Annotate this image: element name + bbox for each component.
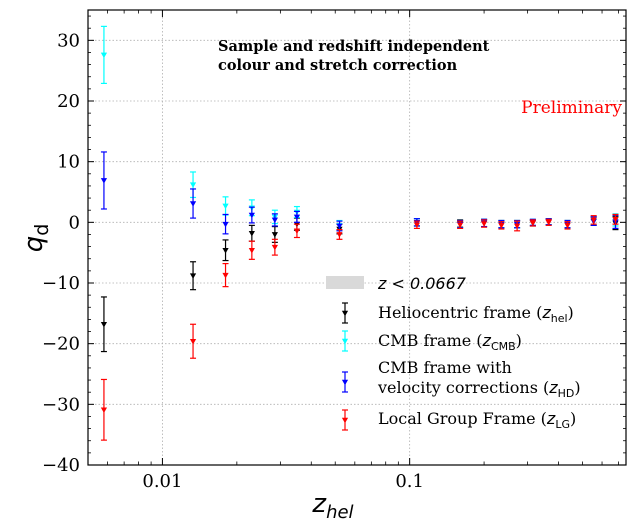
legend-label: Heliocentric frame (zhel) (378, 303, 574, 325)
data-point-3 (100, 407, 108, 414)
data-point-3 (413, 222, 421, 228)
legend-marker (341, 379, 349, 386)
data-point-3 (564, 223, 571, 229)
legend-series-items: Heliocentric frame (zhel) CMB frame (zCMB… (341, 302, 581, 431)
legend-marker (341, 310, 349, 317)
legend-label: CMB frame (zCMB) (378, 331, 522, 353)
data-point-3 (529, 220, 536, 227)
legend-label: Local Group Frame (zLG) (378, 409, 576, 431)
chart-title: Sample and redshift independent (218, 38, 490, 55)
data-point-2 (222, 221, 229, 228)
preliminary-annotation: Preliminary (521, 98, 622, 118)
data-point-3 (480, 221, 488, 227)
y-tick-label: 10 (57, 152, 80, 173)
legend-marker (341, 338, 349, 345)
y-axis-label-sub: d (31, 224, 53, 236)
data-point-2 (189, 201, 197, 207)
legend-shaded-region-swatch (326, 276, 364, 289)
plot-frame (87, 9, 627, 466)
tick-layer: 30 20 10 0 −10 −20 −30 −40 0.01 0.1 (42, 10, 626, 492)
data-point-3 (248, 247, 255, 254)
y-tick-label: 20 (57, 91, 80, 112)
data-point-3 (189, 338, 197, 345)
y-tick-label: −10 (42, 273, 80, 294)
data-point-0 (222, 247, 229, 254)
y-axis-label: qd (19, 224, 53, 253)
data-point-1 (189, 182, 197, 188)
legend-marker (341, 417, 349, 424)
x-axis-label-main: z (311, 489, 327, 519)
data-point-3 (271, 244, 278, 251)
y-axis-label-main: q (19, 236, 49, 253)
data-point-2 (100, 178, 108, 184)
data-point-2 (271, 217, 278, 224)
data-point-0 (100, 321, 108, 328)
x-axis-label: zhel (311, 489, 353, 523)
x-axis-label-sub: hel (326, 502, 353, 523)
data-point-3 (457, 222, 464, 228)
data-point-3 (336, 232, 343, 238)
y-tick-label: −30 (42, 394, 80, 415)
data-point-0 (189, 273, 197, 279)
data-point-3 (590, 217, 597, 224)
data-point-0 (271, 232, 278, 238)
y-tick-label: −40 (42, 455, 80, 476)
x-tick-label: 0.1 (395, 471, 424, 492)
legend-label: velocity corrections (zHD) (377, 378, 581, 400)
data-point-2 (336, 223, 343, 230)
y-tick-label: 30 (57, 30, 80, 51)
data-point-3 (612, 217, 619, 223)
chart-subtitle: colour and stretch correction (218, 57, 458, 74)
data-layer (100, 25, 619, 441)
x-tick-label: 0.01 (142, 471, 182, 492)
data-point-1 (222, 203, 229, 210)
legend-label: CMB frame with (378, 358, 512, 377)
data-point-3 (513, 223, 521, 230)
y-tick-label: 0 (69, 212, 80, 233)
data-point-3 (498, 223, 505, 229)
legend: z < 0.0667 Heliocentric frame (zhel) CMB … (326, 274, 581, 431)
data-point-2 (293, 214, 301, 221)
data-point-2 (248, 212, 255, 219)
data-point-3 (293, 228, 301, 235)
data-point-1 (100, 52, 108, 59)
data-point-3 (545, 220, 552, 226)
data-point-0 (248, 230, 255, 237)
legend-shaded-region-label: z < 0.0667 (377, 274, 467, 293)
y-tick-label: −20 (42, 334, 80, 355)
data-point-3 (222, 272, 229, 279)
